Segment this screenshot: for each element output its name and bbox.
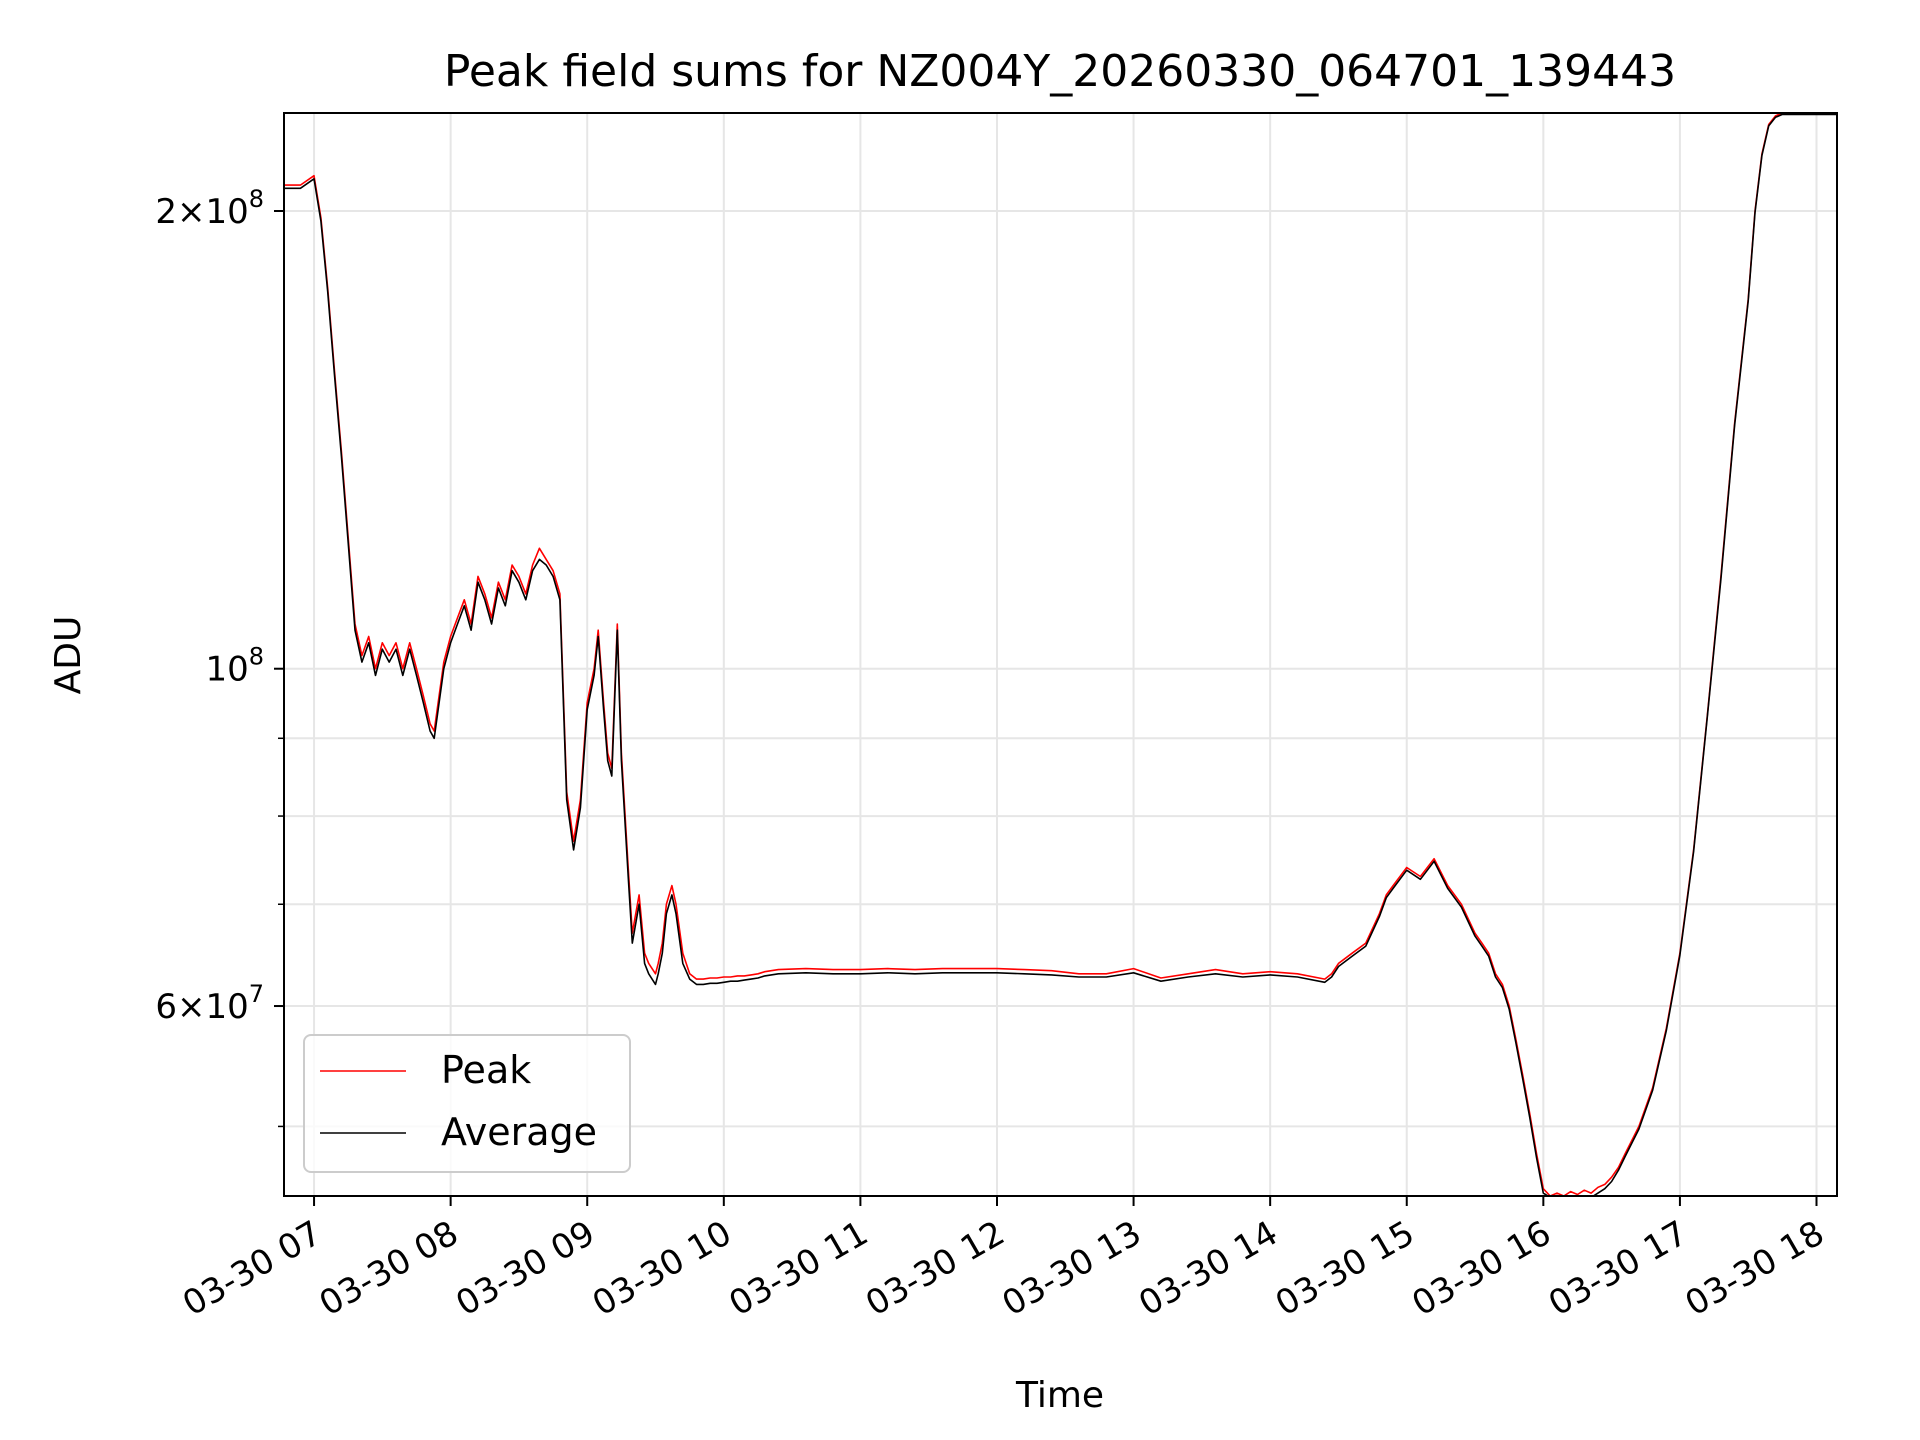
- x-axis-label: Time: [1015, 1375, 1104, 1416]
- y-tick-label: 6×107: [155, 980, 264, 1027]
- y-tick-exponent: 7: [249, 980, 264, 1008]
- legend-box: [303, 1034, 631, 1173]
- y-tick-times: ×: [177, 192, 206, 232]
- series-line-peak: [284, 113, 1837, 1196]
- series-line-average: [284, 113, 1837, 1196]
- y-tick-label: 2×108: [155, 185, 264, 232]
- chart-title: Peak field sums for NZ004Y_20260330_0647…: [444, 46, 1676, 97]
- y-axis-label: ADU: [48, 616, 89, 695]
- y-tick-times: ×: [177, 987, 206, 1027]
- y-tick-exponent: 8: [249, 643, 264, 671]
- y-tick-base: 10: [205, 192, 248, 232]
- series-layer: [284, 113, 1837, 1196]
- plot-area-frame: [283, 112, 1838, 1197]
- grid-layer: [284, 113, 1837, 1196]
- y-tick-exponent: 8: [249, 185, 264, 213]
- legend-label-peak: Peak: [441, 1048, 531, 1092]
- legend-label-average: Average: [441, 1110, 597, 1154]
- y-tick-mantissa: 2: [155, 192, 177, 232]
- y-tick-label: 108: [205, 643, 264, 690]
- y-tick-mantissa: 6: [155, 987, 177, 1027]
- y-tick-base: 10: [205, 650, 248, 690]
- legend: Peak Average: [303, 1034, 631, 1173]
- y-tick-base: 10: [205, 987, 248, 1027]
